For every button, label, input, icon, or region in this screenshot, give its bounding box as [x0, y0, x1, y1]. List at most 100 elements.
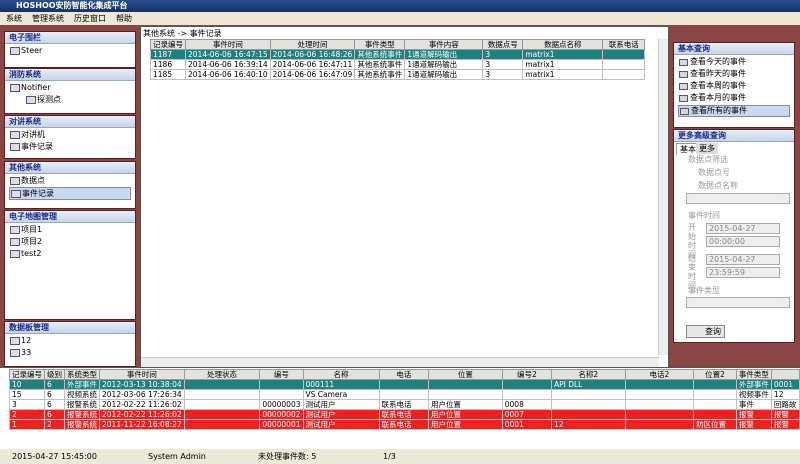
table-row[interactable]: 1186 2014-06-06 16:39:14 2014-06-06 16:47:…: [150, 59, 646, 70]
table-cell: 联系电话: [378, 419, 430, 430]
radio[interactable]: 数据点号: [698, 168, 730, 177]
table-cell: 2014-06-06 16:48:26: [269, 49, 356, 60]
table-cell: [378, 379, 430, 390]
status-item: 2015-04-27 15:45:00: [12, 452, 97, 461]
scrollbar[interactable]: [658, 39, 668, 355]
tab[interactable]: 更多: [696, 143, 718, 154]
table-cell: 6: [44, 389, 65, 400]
time-input[interactable]: 23:59:59: [706, 267, 780, 278]
table-cell: 其他系统事件: [354, 59, 406, 70]
table-row[interactable]: 1187 2014-06-06 16:47:15 2014-06-06 16:48:…: [150, 49, 646, 60]
table-cell: [183, 379, 261, 390]
nav-item[interactable]: 12: [9, 335, 131, 346]
table-row[interactable]: 10 6 外部事件 2012-03-13 10:38:04 000111 API DLL 外…: [9, 379, 800, 390]
query-button[interactable]: 查看所有的事件: [678, 105, 790, 117]
table-cell: 3: [9, 399, 45, 410]
query-button[interactable]: 查询: [686, 325, 725, 338]
input[interactable]: [686, 297, 790, 308]
table-cell: 报警: [770, 409, 800, 420]
radio[interactable]: 数据点名称: [698, 181, 738, 190]
alarm-table-panel: 记录编号 级别 系统类型 事件时间 处理状态 编号 名称 电话 位置 编号2 名称2 电话2 位置2 事件…: [0, 367, 800, 450]
section-title: 基本查询: [674, 43, 794, 55]
header-cell: 位置2: [693, 369, 737, 380]
event-panel: 其他系统 -> 事件记录 记录编号 事件时间 处理时间 事件类型 事件内容 数据点号 数据点…: [140, 26, 669, 368]
table-cell: 00000003: [259, 399, 304, 410]
table-cell: [693, 389, 737, 400]
nav-item[interactable]: Steer: [9, 45, 131, 56]
table-row[interactable]: 3 6 报警系统 2012-02-22 11:26:02 00000003 测试用户 联系电…: [9, 399, 800, 410]
menu-item[interactable]: 系统: [6, 14, 22, 23]
table-cell: 视频事件: [735, 389, 772, 400]
table-cell: 2014-06-06 16:39:14: [185, 59, 271, 70]
table-row[interactable]: 1185 2014-06-06 16:40:10 2014-06-06 16:47:…: [150, 69, 646, 80]
nav-item[interactable]: 数据点: [9, 175, 131, 186]
table-row[interactable]: 15 6 视频系统 2012-03-06 17:26:34 VS Camera 视频事件 1…: [9, 389, 800, 400]
nav-item[interactable]: 33: [9, 347, 131, 358]
nav-section: 消防系统 Notifier 探测点: [4, 68, 136, 114]
header-cell: 事件类型: [354, 39, 406, 50]
table-cell: 1通道解码输出: [404, 59, 484, 70]
query-button[interactable]: 查看本周的事件: [678, 81, 790, 91]
scrollbar[interactable]: [141, 357, 659, 367]
table-cell: API DLL: [550, 379, 626, 390]
nav-item[interactable]: test2: [9, 248, 131, 259]
input[interactable]: [686, 193, 790, 204]
breadcrumb: 其他系统 -> 事件记录: [143, 29, 222, 38]
nav-item[interactable]: 事件记录: [9, 187, 131, 200]
table-cell: 2012-03-13 10:38:04: [99, 379, 185, 390]
nav-item[interactable]: 项目1: [9, 224, 131, 235]
advanced-query: 更多高级查询 基本 更多 数据点筛选 数据点号 数据点名称 事件时间 开始时间 …: [673, 129, 795, 343]
query-button[interactable]: 查看本月的事件: [678, 93, 790, 103]
table-cell: [624, 379, 695, 390]
table-cell: 测试用户: [302, 399, 380, 410]
table-cell: 6: [44, 409, 65, 420]
table-cell: [428, 389, 503, 400]
table-cell: 2011-11-22 16:08:27: [99, 419, 185, 430]
table-cell: 0001: [770, 379, 800, 390]
checkbox[interactable]: 事件类型: [688, 286, 720, 295]
table-cell: 联系电话: [378, 409, 430, 420]
table-cell: 测试用户: [302, 419, 380, 430]
menu-item[interactable]: 管理系统: [32, 14, 64, 23]
status-item: 未处理事件数: 5: [258, 452, 317, 461]
nav-item[interactable]: 事件记录: [9, 141, 131, 152]
nav-item[interactable]: 探测点: [25, 94, 131, 105]
nav-item[interactable]: 对讲机: [9, 129, 131, 140]
status-bar: 2015-04-27 15:45:00 System Admin 未处理事件数: 5…: [0, 449, 800, 464]
table-cell: 测试用户: [302, 409, 380, 420]
header-cell: 事件内容: [404, 39, 484, 50]
nav-item[interactable]: Notifier: [9, 82, 131, 93]
header-cell: 电话2: [624, 369, 695, 380]
header-cell: [770, 369, 800, 380]
table-row[interactable]: 2 6 报警系统 2012-02-22 11:26:02 00000002 测试用户 联系电…: [9, 409, 800, 420]
query-button[interactable]: 查看今天的事件: [678, 57, 790, 67]
table-cell: 报警系统: [64, 409, 100, 420]
header-cell: 数据点号: [482, 39, 524, 50]
table-cell: 报警: [770, 419, 800, 430]
menu-item[interactable]: 历史窗口: [74, 14, 106, 23]
checkbox[interactable]: 事件时间: [688, 211, 720, 220]
table-row[interactable]: 1 2 报警系统 2011-11-22 16:08:27 00000001 测试用户 联系电…: [9, 419, 800, 430]
menu-item[interactable]: 帮助: [116, 14, 132, 23]
table-cell: 0001: [501, 419, 552, 430]
table-cell: 外部事件: [64, 379, 100, 390]
nav-section: 数据板管理 12 33: [4, 321, 136, 367]
table-cell: 用户位置: [428, 399, 503, 410]
date-input[interactable]: 2015-04-27: [706, 223, 780, 234]
table-cell: matrix1: [522, 59, 604, 70]
table-cell: [183, 389, 261, 400]
date-input[interactable]: 2015-04-27: [706, 254, 780, 265]
checkbox[interactable]: 数据点筛选: [688, 155, 728, 164]
header-cell: 系统类型: [64, 369, 100, 380]
table-cell: [501, 379, 552, 390]
query-panel: 基本查询 查看今天的事件 查看昨天的事件 查看本周的事件 查看本月的事件 查看所有的事件…: [669, 40, 797, 365]
table-cell: [501, 389, 552, 400]
query-button[interactable]: 查看昨天的事件: [678, 69, 790, 79]
nav-section: 其他系统 数据点 事件记录: [4, 161, 136, 209]
table-cell: [259, 379, 304, 390]
table-cell: 2: [9, 409, 45, 420]
time-input[interactable]: 00:00:00: [706, 236, 780, 247]
table-cell: 1185: [150, 69, 186, 80]
nav-item[interactable]: 项目2: [9, 236, 131, 247]
